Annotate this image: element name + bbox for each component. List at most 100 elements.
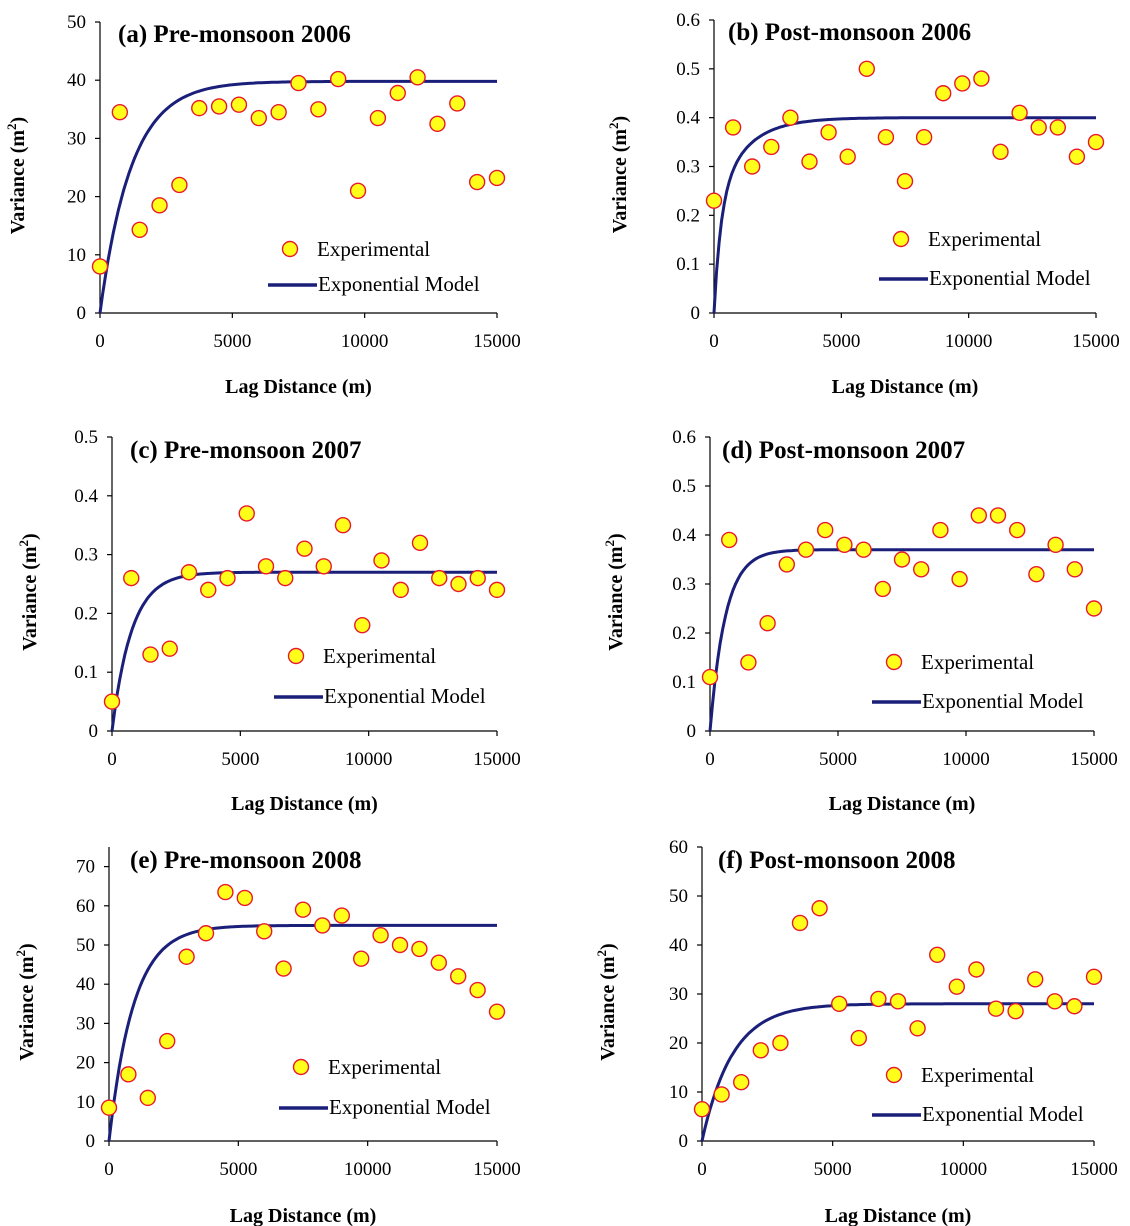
legend-marker xyxy=(892,230,910,248)
y-tick-label: 30 xyxy=(67,128,86,149)
experimental-point xyxy=(450,968,467,985)
experimental-point xyxy=(1066,998,1083,1015)
experimental-point xyxy=(693,1100,711,1118)
experimental-point xyxy=(721,531,738,549)
experimental-point xyxy=(142,646,159,663)
legend-model-label: Exponential Model xyxy=(922,689,1084,713)
y-axis-title: Variance (m2) xyxy=(4,117,29,234)
panel-e: 0 10 20 30 40 50 60 70 0 5000 10000 15000 Lag Distan… xyxy=(13,847,521,1226)
y-axis-title: Variance (m2) xyxy=(606,116,631,233)
y-tick-label: 0 xyxy=(77,303,87,324)
y-axis-title: Variance (m2) xyxy=(13,943,38,1060)
x-tick-label: 5000 xyxy=(814,1159,852,1180)
experimental-point xyxy=(1085,968,1103,986)
y-tick-label: 0.2 xyxy=(74,603,98,624)
experimental-point xyxy=(131,221,148,238)
experimental-point xyxy=(219,569,236,587)
experimental-point xyxy=(290,74,307,92)
x-tick-label: 5000 xyxy=(219,1159,257,1180)
y-tick-label: 10 xyxy=(67,245,86,266)
y-tick-label: 20 xyxy=(67,187,86,208)
y-tick-label: 0.6 xyxy=(676,10,700,31)
panel-title: (b) Post-monsoon 2006 xyxy=(728,19,971,46)
experimental-point xyxy=(430,954,447,971)
experimental-point xyxy=(992,143,1009,161)
experimental-point xyxy=(161,640,178,657)
x-axis-title: Lag Distance (m) xyxy=(825,1205,972,1226)
model-curve xyxy=(107,923,497,1142)
y-tick-label: 0.1 xyxy=(74,662,98,683)
experimental-point xyxy=(913,561,930,578)
x-tick-label: 15000 xyxy=(473,1159,521,1180)
experimental-point xyxy=(151,197,168,214)
x-tick-label: 0 xyxy=(697,1159,707,1180)
experimental-point xyxy=(1085,600,1103,617)
experimental-point xyxy=(855,541,872,558)
y-tick-label: 30 xyxy=(669,984,688,1005)
x-tick-label: 0 xyxy=(705,749,715,770)
legend-model-label: Exponential Model xyxy=(929,266,1091,290)
legend: Experimental Exponential Model xyxy=(279,1055,491,1119)
panel-c: 0 0.1 0.2 0.3 0.4 0.5 0 5000 10000 15000 Lag Dista… xyxy=(16,427,521,815)
experimental-point xyxy=(429,115,446,133)
experimental-point xyxy=(909,1020,926,1037)
experimental-point xyxy=(449,95,466,112)
legend: Experimental Exponential Model xyxy=(879,227,1091,290)
experimental-point xyxy=(1009,521,1026,539)
y-tick-label: 0.4 xyxy=(676,108,700,129)
x-tick-label: 10000 xyxy=(940,1159,988,1180)
y-tick-label: 20 xyxy=(669,1033,688,1054)
x-axis-title: Lag Distance (m) xyxy=(832,376,979,398)
experimental-point xyxy=(392,581,409,599)
x-tick-label: 0 xyxy=(104,1159,114,1180)
y-tick-label: 0.2 xyxy=(672,623,696,644)
x-tick-label: 0 xyxy=(107,749,117,770)
experimental-point xyxy=(839,148,856,165)
experimental-point xyxy=(217,883,234,901)
experimental-point xyxy=(180,564,198,581)
experimental-point xyxy=(778,556,795,573)
experimental-point xyxy=(256,923,273,940)
y-tick-label: 0.2 xyxy=(676,205,700,226)
y-tick-label: 0.3 xyxy=(676,157,700,178)
legend-marker xyxy=(885,653,903,671)
experimental-point xyxy=(469,569,486,587)
experimental-point xyxy=(411,940,428,958)
experimental-point xyxy=(948,978,965,995)
experimental-point xyxy=(896,172,914,190)
experimental-point xyxy=(200,581,217,599)
panel-b: 0 0.1 0.2 0.3 0.4 0.5 0.6 0 5000 10000 15000 Lag Di… xyxy=(606,10,1120,398)
x-tick-label: 5000 xyxy=(213,331,251,352)
y-tick-label: 60 xyxy=(669,837,688,858)
y-tick-label: 0 xyxy=(86,1131,96,1152)
y-tick-label: 0.6 xyxy=(672,427,696,448)
legend-experimental-label: Experimental xyxy=(323,644,436,668)
legend-marker xyxy=(287,647,305,665)
experimental-point xyxy=(935,85,952,102)
experimental-point xyxy=(315,558,332,575)
experimental-point xyxy=(817,521,834,539)
experimental-point xyxy=(210,98,228,115)
experimental-point xyxy=(893,551,911,568)
legend-model-label: Exponential Model xyxy=(324,684,486,708)
experimental-point xyxy=(752,1042,769,1059)
experimental-point xyxy=(713,1086,730,1103)
experimental-point xyxy=(238,505,255,522)
y-axis-title: Variance (m2) xyxy=(16,533,41,650)
experimental-point xyxy=(954,75,971,92)
experimental-point xyxy=(724,119,742,136)
legend-model-label: Exponential Model xyxy=(922,1102,1084,1126)
experimental-point xyxy=(277,569,294,587)
y-tick-label: 0.5 xyxy=(676,59,700,80)
experimental-point xyxy=(257,558,275,575)
experimental-point xyxy=(373,552,390,569)
experimental-point xyxy=(468,173,486,191)
experimental-point xyxy=(236,889,254,907)
legend-model-label: Exponential Model xyxy=(318,272,480,296)
y-tick-label: 0.4 xyxy=(672,525,696,546)
legend-experimental-label: Experimental xyxy=(328,1055,441,1079)
y-tick-label: 0 xyxy=(691,303,701,324)
y-tick-label: 0.1 xyxy=(676,254,700,275)
x-tick-label: 15000 xyxy=(1072,331,1120,352)
legend-marker xyxy=(885,1066,903,1084)
